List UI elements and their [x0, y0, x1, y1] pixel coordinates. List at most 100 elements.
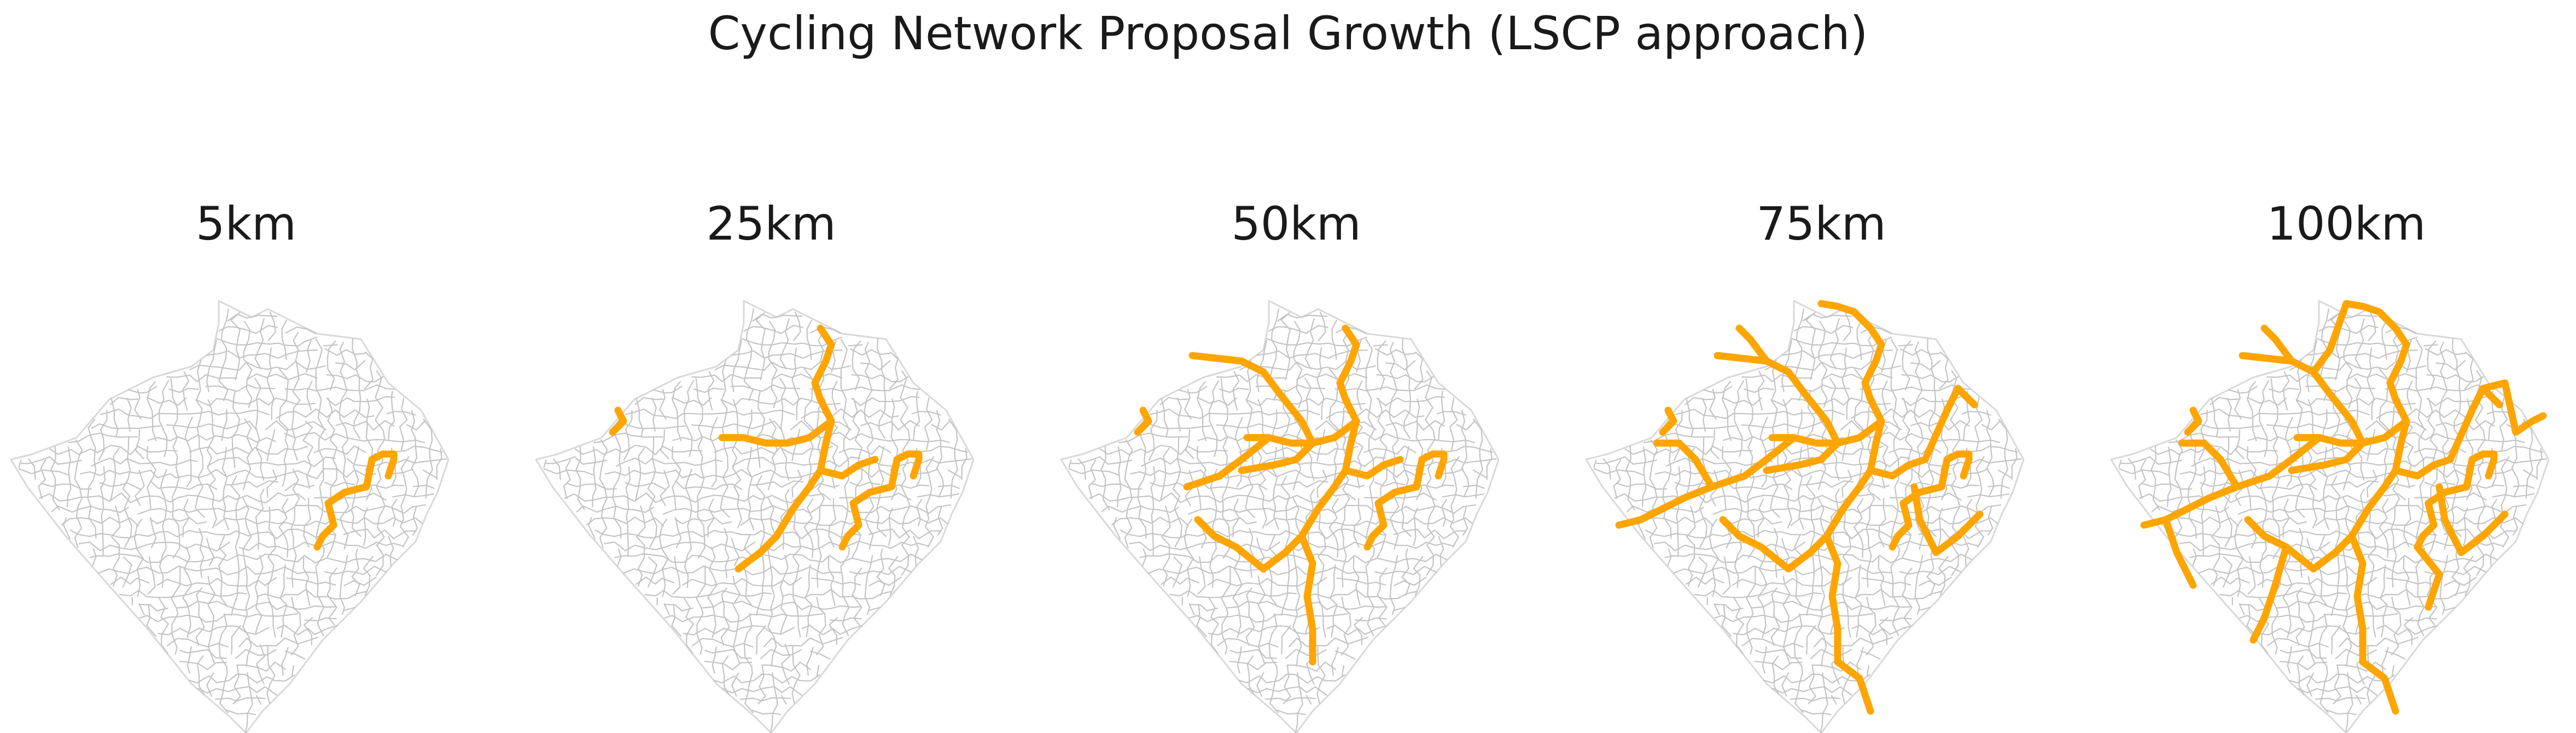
district-boundary	[375, 370, 386, 576]
district-boundary	[126, 398, 132, 432]
district-boundary	[386, 411, 416, 416]
district-boundary	[1963, 536, 1969, 567]
district-boundary	[1245, 587, 1255, 646]
district-boundary	[1981, 420, 2001, 431]
district-boundary	[1830, 488, 1840, 550]
district-boundary	[1275, 480, 1328, 488]
district-boundary	[231, 625, 241, 655]
district-boundary	[691, 421, 783, 431]
district-boundary	[730, 384, 801, 392]
district-boundary	[851, 374, 909, 382]
district-boundary	[1614, 492, 1881, 504]
district-boundary	[2499, 397, 2508, 451]
district-boundary	[732, 575, 741, 664]
route-segment	[1899, 450, 1973, 507]
district-boundary	[593, 433, 663, 444]
district-boundary	[1456, 420, 1476, 431]
route-segment	[1823, 532, 1841, 600]
district-boundary	[188, 673, 295, 684]
district-boundary	[1415, 484, 1454, 489]
district-boundary	[182, 546, 193, 638]
district-boundary	[1722, 381, 1732, 441]
district-boundary	[2246, 604, 2257, 637]
route-segment	[1238, 439, 1316, 474]
district-boundary	[1216, 638, 1279, 648]
district-boundary	[159, 380, 169, 457]
district-map	[1060, 300, 1500, 733]
district-boundary	[20, 456, 82, 465]
district-boundary	[2299, 528, 2305, 578]
district-boundary	[1113, 517, 1121, 540]
route-segment	[2249, 543, 2290, 644]
district-boundary	[1666, 457, 1773, 467]
district-boundary	[840, 339, 850, 637]
district-boundary	[2335, 649, 2377, 659]
district-boundary	[1734, 380, 1744, 457]
district-boundary	[747, 446, 754, 530]
district-boundary	[767, 497, 777, 667]
district-boundary	[2326, 709, 2357, 715]
district-boundary	[2306, 340, 2317, 392]
district-boundary	[122, 556, 132, 588]
district-boundary	[575, 446, 585, 510]
district-boundary	[1232, 546, 1243, 638]
district-boundary	[791, 469, 802, 498]
district-boundary	[586, 516, 665, 527]
district-boundary	[122, 437, 132, 548]
district-boundary	[1793, 534, 1803, 607]
district-boundary	[166, 638, 229, 648]
district-boundary	[1685, 397, 1714, 405]
district-boundary	[1714, 613, 1873, 623]
district-boundary	[2192, 548, 2197, 566]
district-boundary	[69, 528, 337, 539]
district-boundary	[651, 398, 657, 432]
district-boundary	[2249, 517, 2307, 525]
district-boundary	[1817, 497, 1827, 667]
district-boundary	[2403, 556, 2411, 606]
district-boundary	[255, 488, 265, 550]
panel-title: 100km	[2266, 197, 2426, 251]
district-boundary	[1184, 519, 1194, 597]
district-boundary	[281, 647, 289, 676]
district-boundary	[1879, 617, 1912, 621]
district-boundary	[1889, 492, 1962, 502]
district-boundary	[1961, 411, 1991, 416]
district-boundary	[1295, 672, 1303, 733]
district-boundary	[1377, 567, 1388, 626]
district-boundary	[1077, 458, 1086, 480]
district-boundary	[1141, 423, 1211, 429]
district-boundary	[1806, 625, 1816, 655]
district-boundary	[1675, 466, 1681, 557]
district-boundary	[2435, 360, 2466, 371]
district-boundary	[2425, 348, 2466, 356]
district-boundary	[89, 553, 398, 563]
district-boundary	[1988, 485, 2010, 489]
panel-title: 5km	[196, 197, 296, 251]
district-boundary	[1918, 607, 1931, 611]
route-segment	[2512, 412, 2547, 436]
district-boundary	[563, 459, 572, 499]
district-boundary	[781, 644, 790, 685]
district-boundary	[39, 492, 306, 504]
region-boundary	[1585, 300, 2025, 733]
proposed-routes	[1134, 324, 1448, 666]
district-boundary	[1285, 649, 1327, 659]
district-boundary	[302, 556, 311, 606]
district-boundary	[1793, 613, 1804, 713]
district-boundary	[335, 420, 395, 431]
district-boundary	[1790, 517, 1998, 526]
district-boundary	[1137, 418, 1147, 539]
district-boundary	[869, 577, 902, 586]
district-boundary	[2200, 466, 2206, 557]
district-boundary	[1161, 505, 1171, 587]
district-boundary	[215, 517, 423, 526]
district-boundary	[2307, 575, 2316, 664]
district-boundary	[1199, 517, 1257, 525]
district-boundary	[888, 556, 899, 596]
district-boundary	[868, 607, 881, 611]
district-boundary	[2367, 646, 2376, 704]
map-panel-5km: 5km	[10, 197, 481, 733]
district-boundary	[1808, 665, 1816, 705]
district-boundary	[1394, 577, 1427, 586]
district-boundary	[1988, 506, 1994, 536]
